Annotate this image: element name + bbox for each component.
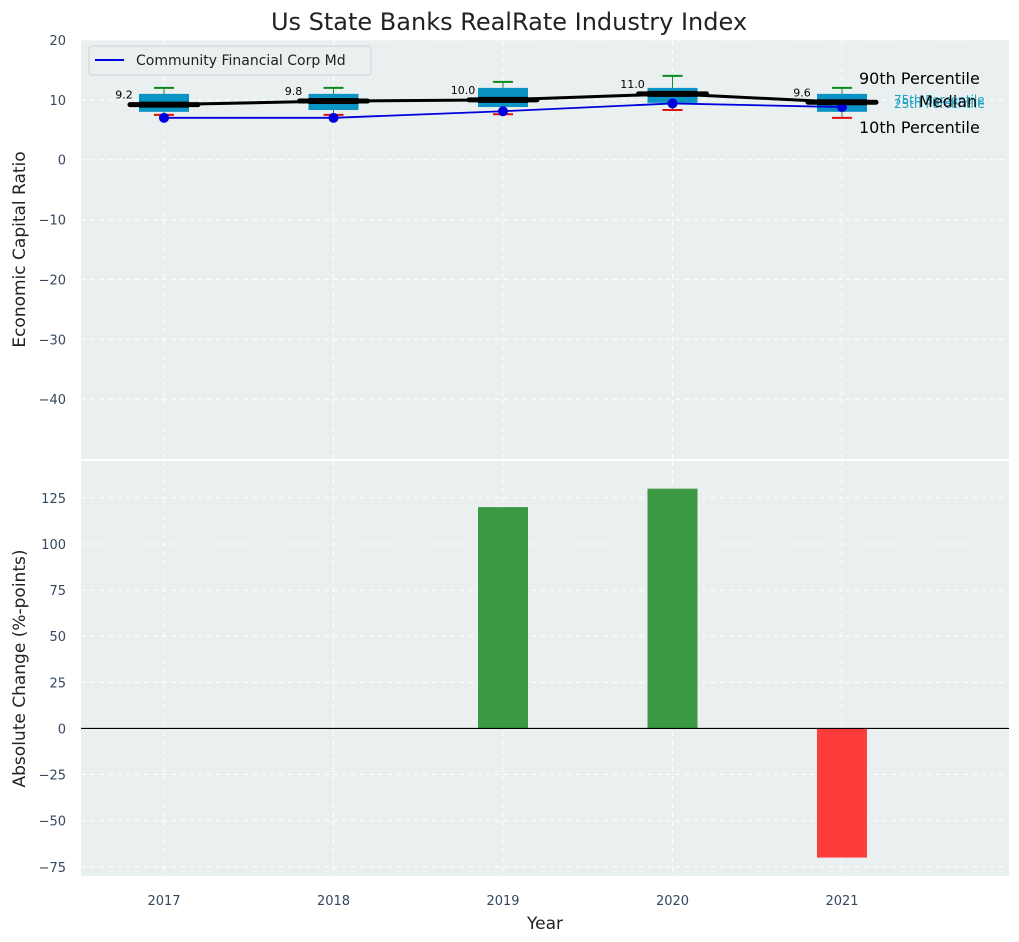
change-bar [647, 488, 698, 729]
bottom-y-tick-label: 75 [49, 584, 66, 599]
bottom-y-ticks: 125 100 75 50 25 0 −25 −50 −75 [39, 492, 66, 876]
change-bar [817, 728, 867, 858]
label-median: Median [919, 92, 977, 111]
label-90th-percentile: 90th Percentile [859, 69, 980, 88]
bottom-y-tick-label: 100 [41, 538, 66, 553]
median-value-label: 11.0 [620, 78, 645, 91]
x-tick-label: 2020 [656, 894, 689, 909]
chart-title: Us State Banks RealRate Industry Index [271, 8, 747, 36]
top-y-tick-label: −40 [39, 393, 66, 408]
x-tick-label: 2021 [825, 894, 858, 909]
legend: Community Financial Corp Md [88, 45, 372, 76]
bottom-plot-area [81, 461, 1009, 876]
bottom-y-tick-label: 50 [49, 630, 66, 645]
company-point [328, 112, 339, 123]
x-tick-label: 2017 [147, 894, 180, 909]
legend-box [88, 45, 372, 76]
top-y-tick-label: −20 [39, 273, 66, 288]
bottom-y-tick-label: −75 [39, 861, 66, 876]
bottom-y-tick-label: 0 [58, 722, 66, 737]
bottom-y-axis-label: Absolute Change (%-points) [10, 550, 30, 788]
company-series [159, 98, 847, 123]
company-point [498, 106, 508, 117]
top-y-tick-label: 20 [49, 34, 66, 49]
median-value-label: 10.0 [451, 84, 476, 97]
change-bar [478, 507, 528, 729]
top-y-ticks: 20 10 0 −10 −20 −30 −40 [39, 34, 66, 408]
top-y-tick-label: 10 [49, 94, 66, 109]
x-ticks: 2017 2018 2019 2020 2021 [147, 894, 858, 909]
x-tick-label: 2018 [317, 894, 350, 909]
company-point [159, 112, 169, 123]
company-point [667, 98, 678, 109]
median-series [127, 91, 879, 108]
median-value-label: 9.8 [285, 85, 303, 98]
label-25th-percentile: 25th Percentile [894, 97, 985, 111]
label-10th-percentile: 10th Percentile [859, 118, 980, 137]
x-tick-label: 2019 [486, 894, 519, 909]
top-y-tick-label: 0 [58, 154, 66, 169]
top-y-tick-label: −10 [39, 214, 66, 229]
change-bars [478, 488, 867, 858]
top-y-tick-label: −30 [39, 333, 66, 348]
legend-entry: Community Financial Corp Md [136, 53, 346, 69]
top-y-axis-label: Economic Capital Ratio [10, 151, 30, 347]
bottom-y-tick-label: −50 [39, 815, 66, 830]
median-value-label: 9.6 [793, 86, 811, 99]
bottom-y-tick-label: 125 [41, 492, 66, 507]
bottom-gridlines [81, 461, 1009, 876]
bottom-y-tick-label: 25 [49, 676, 66, 691]
bottom-y-tick-label: −25 [39, 769, 66, 784]
label-75th-percentile: 75th Percentile [894, 93, 985, 107]
x-axis-label: Year [526, 914, 563, 934]
median-annotations: 9.2 9.8 10.0 11.0 9.6 [115, 78, 811, 102]
median-value-label: 9.2 [115, 89, 133, 102]
